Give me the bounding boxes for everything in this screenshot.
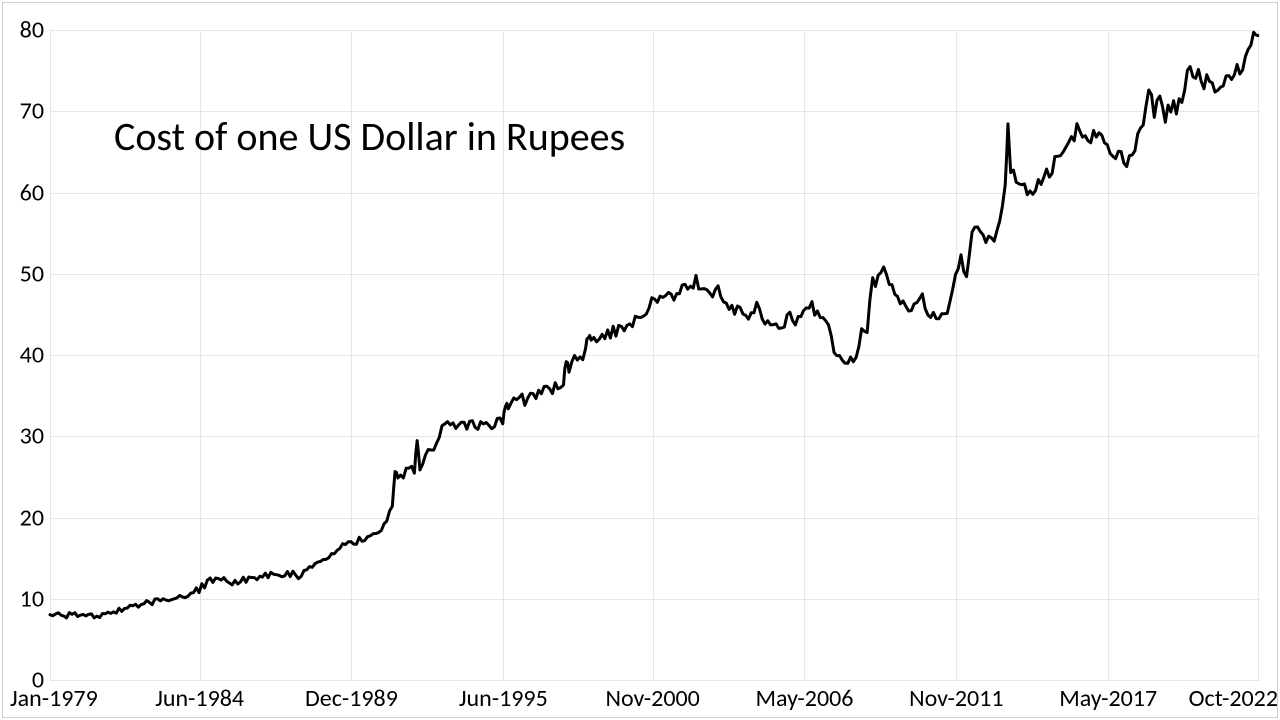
y-axis-tick-label: 10 bbox=[20, 584, 44, 613]
x-axis-tick-label: Dec-1989 bbox=[305, 684, 398, 713]
y-axis-tick-label: 50 bbox=[20, 259, 44, 288]
y-axis-tick-label: 60 bbox=[20, 178, 44, 207]
x-axis-tick-label: May-2006 bbox=[756, 684, 854, 713]
x-axis-tick-label: May-2017 bbox=[1059, 684, 1157, 713]
y-axis-tick-label: 70 bbox=[20, 97, 44, 126]
chart-container: Cost of one US Dollar in Rupees 01020304… bbox=[0, 0, 1280, 720]
x-axis-tick-label: Jun-1995 bbox=[459, 684, 548, 713]
x-axis-tick-label: Jun-1984 bbox=[155, 684, 244, 713]
x-axis-tick-label: Nov-2000 bbox=[605, 684, 699, 713]
x-axis-tick-label: Oct-2022 bbox=[1189, 684, 1278, 713]
y-axis-tick-label: 80 bbox=[20, 16, 44, 45]
x-axis-tick-label: Nov-2011 bbox=[909, 684, 1003, 713]
gridline-horizontal bbox=[50, 680, 1260, 681]
x-axis-tick-label: Jan-1979 bbox=[10, 684, 98, 713]
y-axis-tick-label: 40 bbox=[20, 341, 44, 370]
y-axis-tick-label: 20 bbox=[20, 503, 44, 532]
chart-title: Cost of one US Dollar in Rupees bbox=[114, 112, 625, 161]
y-axis-tick-label: 30 bbox=[20, 422, 44, 451]
